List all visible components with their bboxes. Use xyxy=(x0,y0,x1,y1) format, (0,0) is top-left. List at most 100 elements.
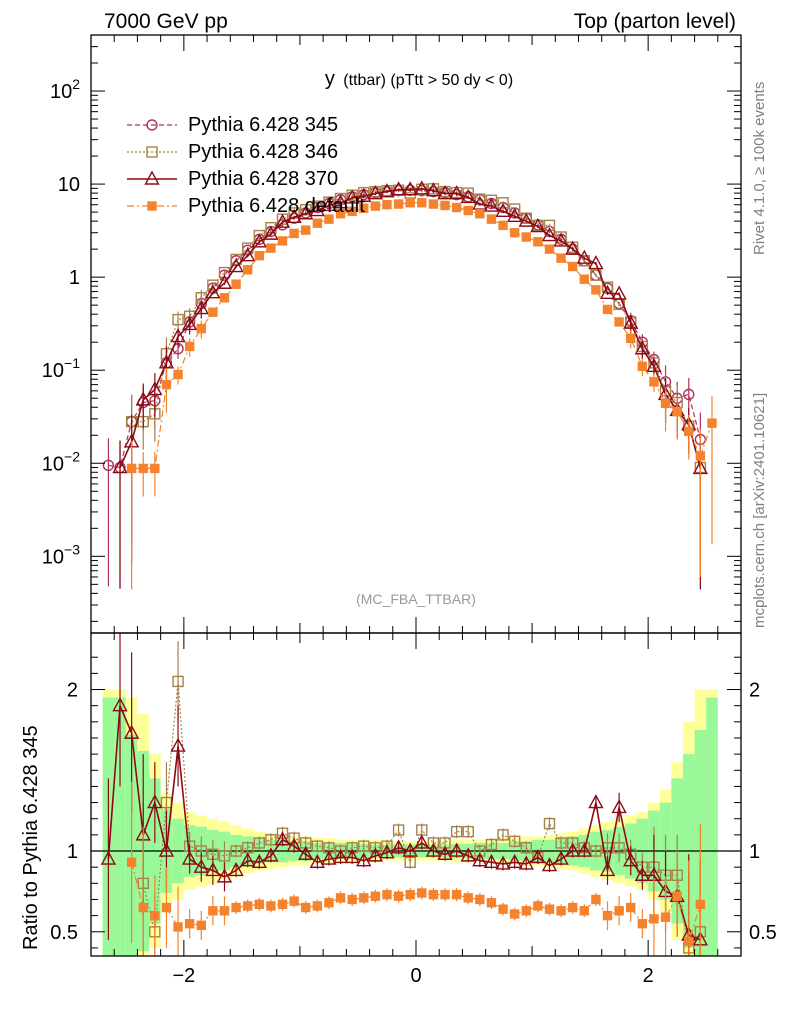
ratio-point-sdef xyxy=(301,902,311,913)
ratio-point-s370 xyxy=(611,798,627,814)
legend-marker xyxy=(146,146,158,158)
main-point-s370 xyxy=(518,212,534,227)
main-point-sdef xyxy=(498,220,508,231)
ratio-plot-frame xyxy=(90,632,742,957)
ratio-point-s346 xyxy=(450,825,463,838)
ratio-point-sdef xyxy=(695,899,706,910)
ratio-point-s370 xyxy=(240,852,256,867)
main-point-s370 xyxy=(541,227,558,242)
ratio-point-s346 xyxy=(543,817,556,830)
main-y-tick-label: 10 xyxy=(58,174,80,196)
legend-marker xyxy=(146,119,158,131)
main-point-s370 xyxy=(344,189,360,204)
main-point-s370 xyxy=(298,205,314,220)
ratio-point-s346 xyxy=(485,838,498,851)
ratio-point-s370 xyxy=(321,850,337,865)
ratio-x-tick-label: −2 xyxy=(172,965,195,987)
ratio-point-sdef xyxy=(417,888,427,898)
ratio-point-s346 xyxy=(253,837,266,849)
ratio-point-s370 xyxy=(448,842,465,857)
legend-item-s345: Pythia 6.428 345 xyxy=(127,114,338,136)
ratio-point-sdef xyxy=(544,904,555,914)
ratio-point-sdef xyxy=(440,889,450,900)
ratio-point-s370 xyxy=(472,852,488,867)
ratio-point-s346 xyxy=(590,845,602,857)
main-point-sdef xyxy=(591,285,601,295)
main-point-s346 xyxy=(497,197,509,209)
ratio-point-s370 xyxy=(332,849,349,864)
ratio-point-sdef xyxy=(660,912,671,922)
main-point-s370 xyxy=(390,181,407,196)
main-point-s346 xyxy=(508,203,521,215)
ratio-point-s370 xyxy=(123,724,140,739)
ratio-point-s370 xyxy=(390,839,407,854)
ratio-point-sdef xyxy=(579,906,590,916)
ratio-point-sdef xyxy=(567,902,578,913)
ratio-point-s370 xyxy=(286,837,302,852)
ratio-point-s346 xyxy=(613,842,625,854)
ratio-point-s370 xyxy=(170,737,186,752)
ratio-point-sdef xyxy=(219,906,230,916)
ratio-point-s370 xyxy=(506,853,523,869)
main-point-sdef xyxy=(324,214,334,224)
ratio-point-sdef xyxy=(370,891,381,901)
ratio-point-s370 xyxy=(379,844,395,859)
main-point-sdef xyxy=(637,361,648,372)
ratio-point-sdef xyxy=(289,896,299,906)
ratio-point-sdef xyxy=(335,893,346,903)
ratio-point-sdef xyxy=(312,901,323,911)
legend-label: Pythia 6.428 default xyxy=(188,195,365,217)
main-point-sdef xyxy=(707,418,717,428)
ratio-point-s370 xyxy=(251,853,267,869)
main-point-sdef xyxy=(231,279,241,289)
ratio-point-sdef xyxy=(254,899,265,910)
ratio-point-sdef xyxy=(208,906,218,916)
ratio-point-s370 xyxy=(205,861,221,877)
main-point-sdef xyxy=(463,205,473,216)
ratio-point-s370 xyxy=(588,794,604,809)
ratio-point-s370 xyxy=(298,845,314,860)
ratio-point-sdef xyxy=(242,901,253,911)
main-point-s370 xyxy=(216,274,233,289)
ratio-point-s370 xyxy=(344,849,360,864)
main-point-s370 xyxy=(193,300,209,315)
main-point-sdef xyxy=(347,206,357,217)
main-point-s346 xyxy=(543,219,556,232)
main-point-s370 xyxy=(332,194,349,209)
main-series-s346 xyxy=(125,183,707,589)
main-point-s345 xyxy=(102,459,115,472)
ratio-y-tick-label: 0.5 xyxy=(50,922,78,944)
ratio-y-tick-label-right: 0.5 xyxy=(749,922,777,944)
main-point-s370 xyxy=(135,391,151,406)
ratio-point-s346 xyxy=(218,850,231,862)
ratio-y-tick-label-right: 1 xyxy=(749,841,760,863)
main-point-sdef xyxy=(544,244,555,254)
main-series-sdef xyxy=(126,198,717,590)
main-point-sdef xyxy=(254,251,265,261)
ratio-series-sdef xyxy=(126,781,706,956)
ratio-point-s346 xyxy=(311,840,324,852)
main-point-s370 xyxy=(181,316,198,331)
ratio-point-s370 xyxy=(541,857,558,872)
main-point-s370 xyxy=(321,196,337,212)
main-point-s346 xyxy=(241,242,254,254)
ratio-point-s346 xyxy=(520,842,532,854)
main-point-s370 xyxy=(611,285,627,300)
ratio-point-sdef xyxy=(672,891,682,901)
main-point-sdef xyxy=(161,379,172,390)
ratio-point-sdef xyxy=(498,904,508,914)
main-point-sdef xyxy=(370,201,381,211)
main-point-s370 xyxy=(286,208,302,223)
main-point-sdef xyxy=(451,202,462,213)
ratio-point-s370 xyxy=(274,831,291,846)
ratio-point-s370 xyxy=(100,850,117,865)
ratio-point-sdef xyxy=(266,901,276,911)
legend-label: Pythia 6.428 345 xyxy=(188,114,338,136)
main-point-sdef xyxy=(428,199,439,209)
main-point-sdef xyxy=(301,225,311,235)
main-point-sdef xyxy=(509,228,520,238)
ratio-point-s370 xyxy=(193,858,209,873)
ratio-point-s346 xyxy=(230,845,242,857)
ratio-point-s370 xyxy=(576,842,592,857)
ratio-point-sdef xyxy=(533,901,543,911)
